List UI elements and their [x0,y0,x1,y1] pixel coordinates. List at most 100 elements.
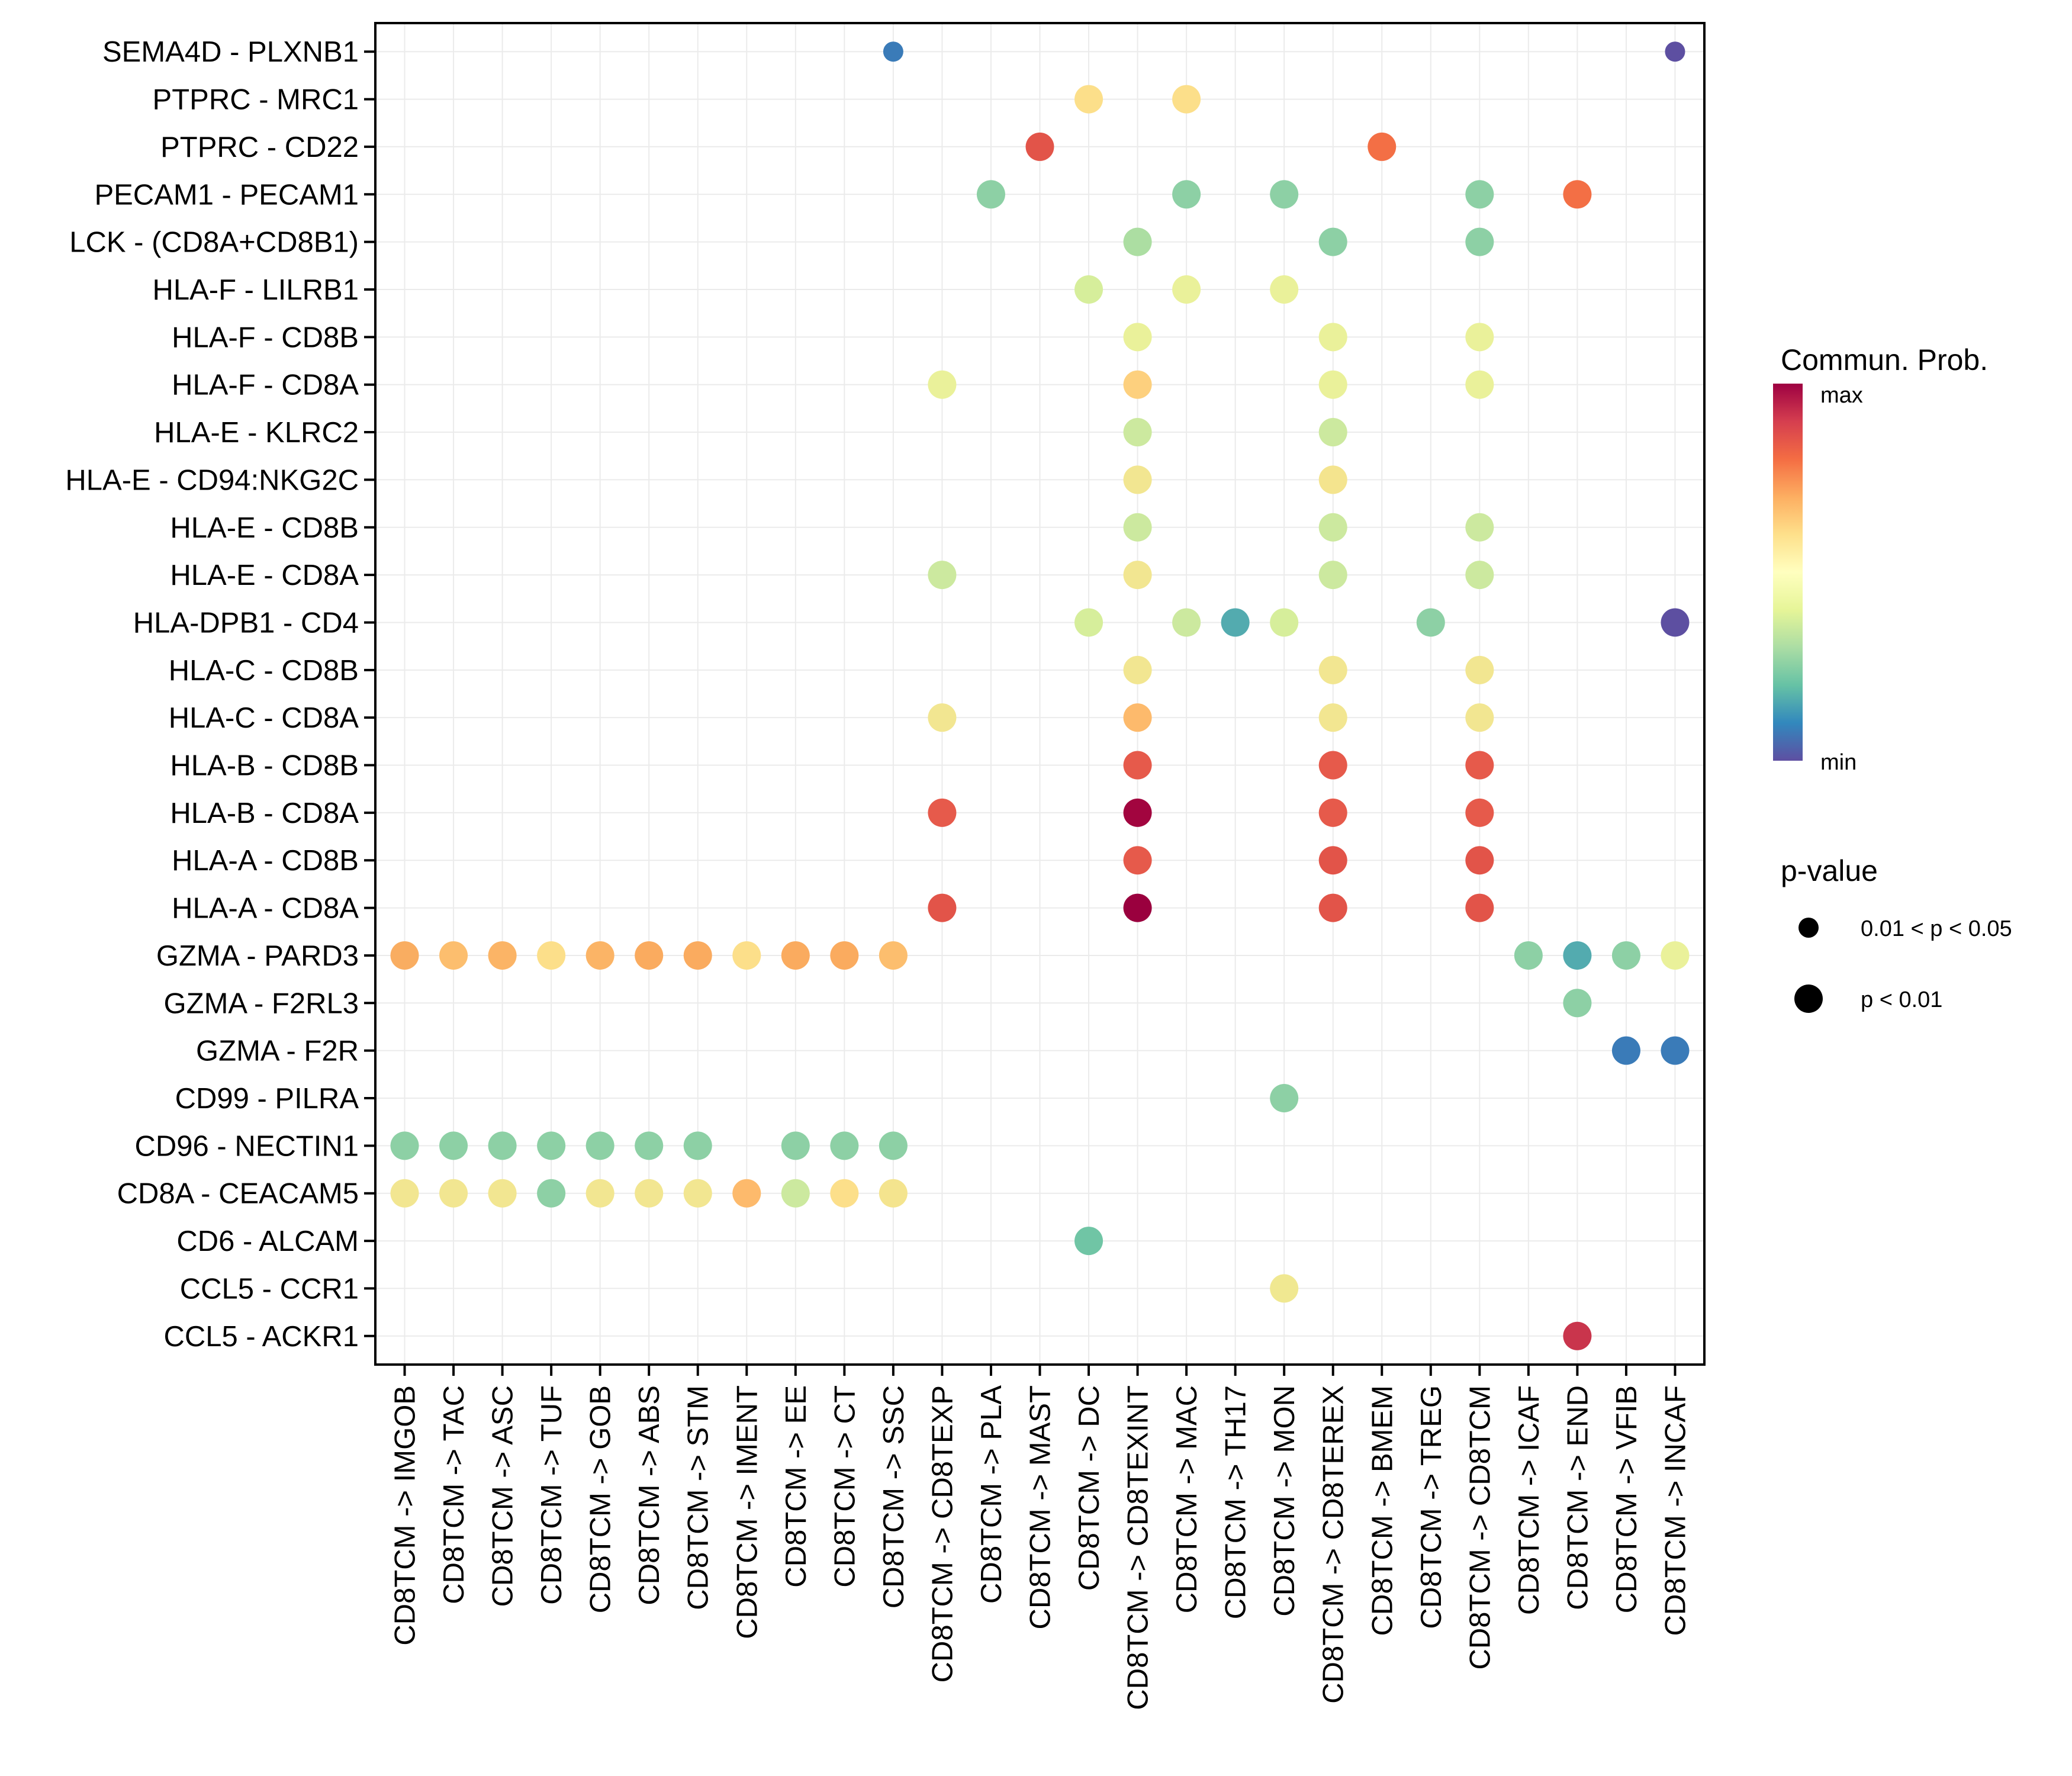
data-point [928,798,957,827]
x-tick-label: CD8TCM -> IMENT [731,1385,763,1639]
x-tick-label: CD8TCM -> INCAF [1659,1385,1691,1636]
x-tick-label: CD8TCM -> MON [1269,1385,1301,1617]
data-point [928,893,957,922]
data-point [1123,418,1152,447]
data-point [439,1179,468,1208]
data-point [1318,513,1347,542]
y-axis: SEMA4D - PLXNB1 PTPRC - MRC1 PTPRC - CD22 P… [65,36,375,1353]
data-point [1465,513,1494,542]
data-point [732,941,761,970]
data-point [1465,751,1494,780]
y-tick-label: GZMA - F2RL3 [164,987,359,1019]
data-point [488,941,517,970]
data-point [1123,561,1152,590]
pvalue-legend-label-low: p < 0.01 [1861,987,1942,1012]
data-point [585,1131,614,1160]
data-point [830,941,859,970]
data-point [1123,513,1152,542]
data-point [1318,227,1347,256]
x-tick-label: CD8TCM -> BMEM [1366,1385,1398,1636]
y-tick-label: HLA-E - KLRC2 [154,417,359,449]
data-point [1270,1274,1299,1303]
data-point [732,1179,761,1208]
data-point [537,1131,566,1160]
data-point [1318,703,1347,732]
data-point [390,1131,419,1160]
y-tick-label: SEMA4D - PLXNB1 [102,36,359,68]
data-point [1318,561,1347,590]
data-point [488,1179,517,1208]
data-point [830,1131,859,1160]
data-point [781,941,810,970]
y-tick-label: HLA-E - CD94:NKG2C [65,464,359,496]
x-tick-label: CD8TCM -> ASC [487,1385,519,1607]
data-point [1318,893,1347,922]
data-point [585,941,614,970]
data-point [1514,941,1543,970]
y-tick-label: CD99 - PILRA [175,1083,359,1115]
x-tick-label: CD8TCM -> MAST [1025,1385,1057,1629]
y-tick-label: PECAM1 - PECAM1 [94,179,359,211]
colorbar [1773,384,1803,761]
color-legend: Commun. Prob. max min [1773,343,1988,775]
data-point [1563,180,1592,209]
data-point [683,1179,712,1208]
data-point [1123,893,1152,922]
data-point [976,180,1005,209]
data-point [1318,846,1347,875]
data-point [1611,1036,1640,1065]
data-point [439,941,468,970]
y-tick-label: HLA-C - CD8B [169,655,359,687]
data-point [1123,227,1152,256]
y-tick-label: HLA-B - CD8A [170,797,359,829]
x-tick-label: CD8TCM -> TUF [536,1385,568,1605]
data-point [1270,275,1299,304]
data-point [1318,655,1347,684]
data-point [1123,465,1152,494]
data-point [1025,132,1054,161]
y-tick-label: CD96 - NECTIN1 [135,1130,359,1162]
data-point [1665,41,1685,62]
y-tick-label: HLA-B - CD8B [170,750,359,782]
data-point [1465,561,1494,590]
x-tick-label: CD8TCM -> CD8TCM [1464,1385,1496,1669]
data-point [781,1131,810,1160]
data-point [1270,608,1299,637]
data-point [1123,846,1152,875]
y-tick-label: CD8A - CEACAM5 [117,1178,359,1210]
data-point [1172,180,1201,209]
data-point [1465,227,1494,256]
data-point [1318,418,1347,447]
data-point [928,370,957,399]
data-point [1661,941,1690,970]
x-tick-label: CD8TCM -> STM [683,1385,715,1610]
data-point [683,1131,712,1160]
data-point [1465,180,1494,209]
data-point [1416,608,1445,637]
y-tick-label: HLA-E - CD8B [170,512,359,544]
data-point [635,1131,664,1160]
y-tick-label: PTPRC - MRC1 [153,84,359,116]
pvalue-legend-key-mid [1798,918,1819,938]
x-tick-label: CD8TCM -> CD8TEXP [926,1385,958,1682]
data-point [1318,798,1347,827]
pvalue-legend: p-value 0.01 < p < 0.05 p < 0.01 [1781,854,2012,1013]
color-legend-title: Commun. Prob. [1781,343,1988,377]
x-tick-label: CD8TCM -> DC [1073,1385,1105,1591]
data-point [1465,893,1494,922]
data-point [879,941,908,970]
y-tick-label: HLA-C - CD8A [169,702,359,734]
x-tick-label: CD8TCM -> TAC [438,1385,470,1604]
data-point [883,41,903,62]
x-tick-label: CD8TCM -> MAC [1171,1385,1203,1613]
x-axis: CD8TCM -> IMGOB CD8TCM -> TAC CD8TCM -> AS… [390,1365,1691,1710]
data-point [390,941,419,970]
x-tick-label: CD8TCM -> END [1562,1385,1594,1610]
x-tick-label: CD8TCM -> GOB [585,1385,617,1613]
data-point [390,1179,419,1208]
data-point [1465,655,1494,684]
x-tick-label: CD8TCM -> ABS [633,1385,665,1606]
data-point [879,1179,908,1208]
pvalue-legend-key-low [1794,984,1823,1013]
data-point [1611,941,1640,970]
